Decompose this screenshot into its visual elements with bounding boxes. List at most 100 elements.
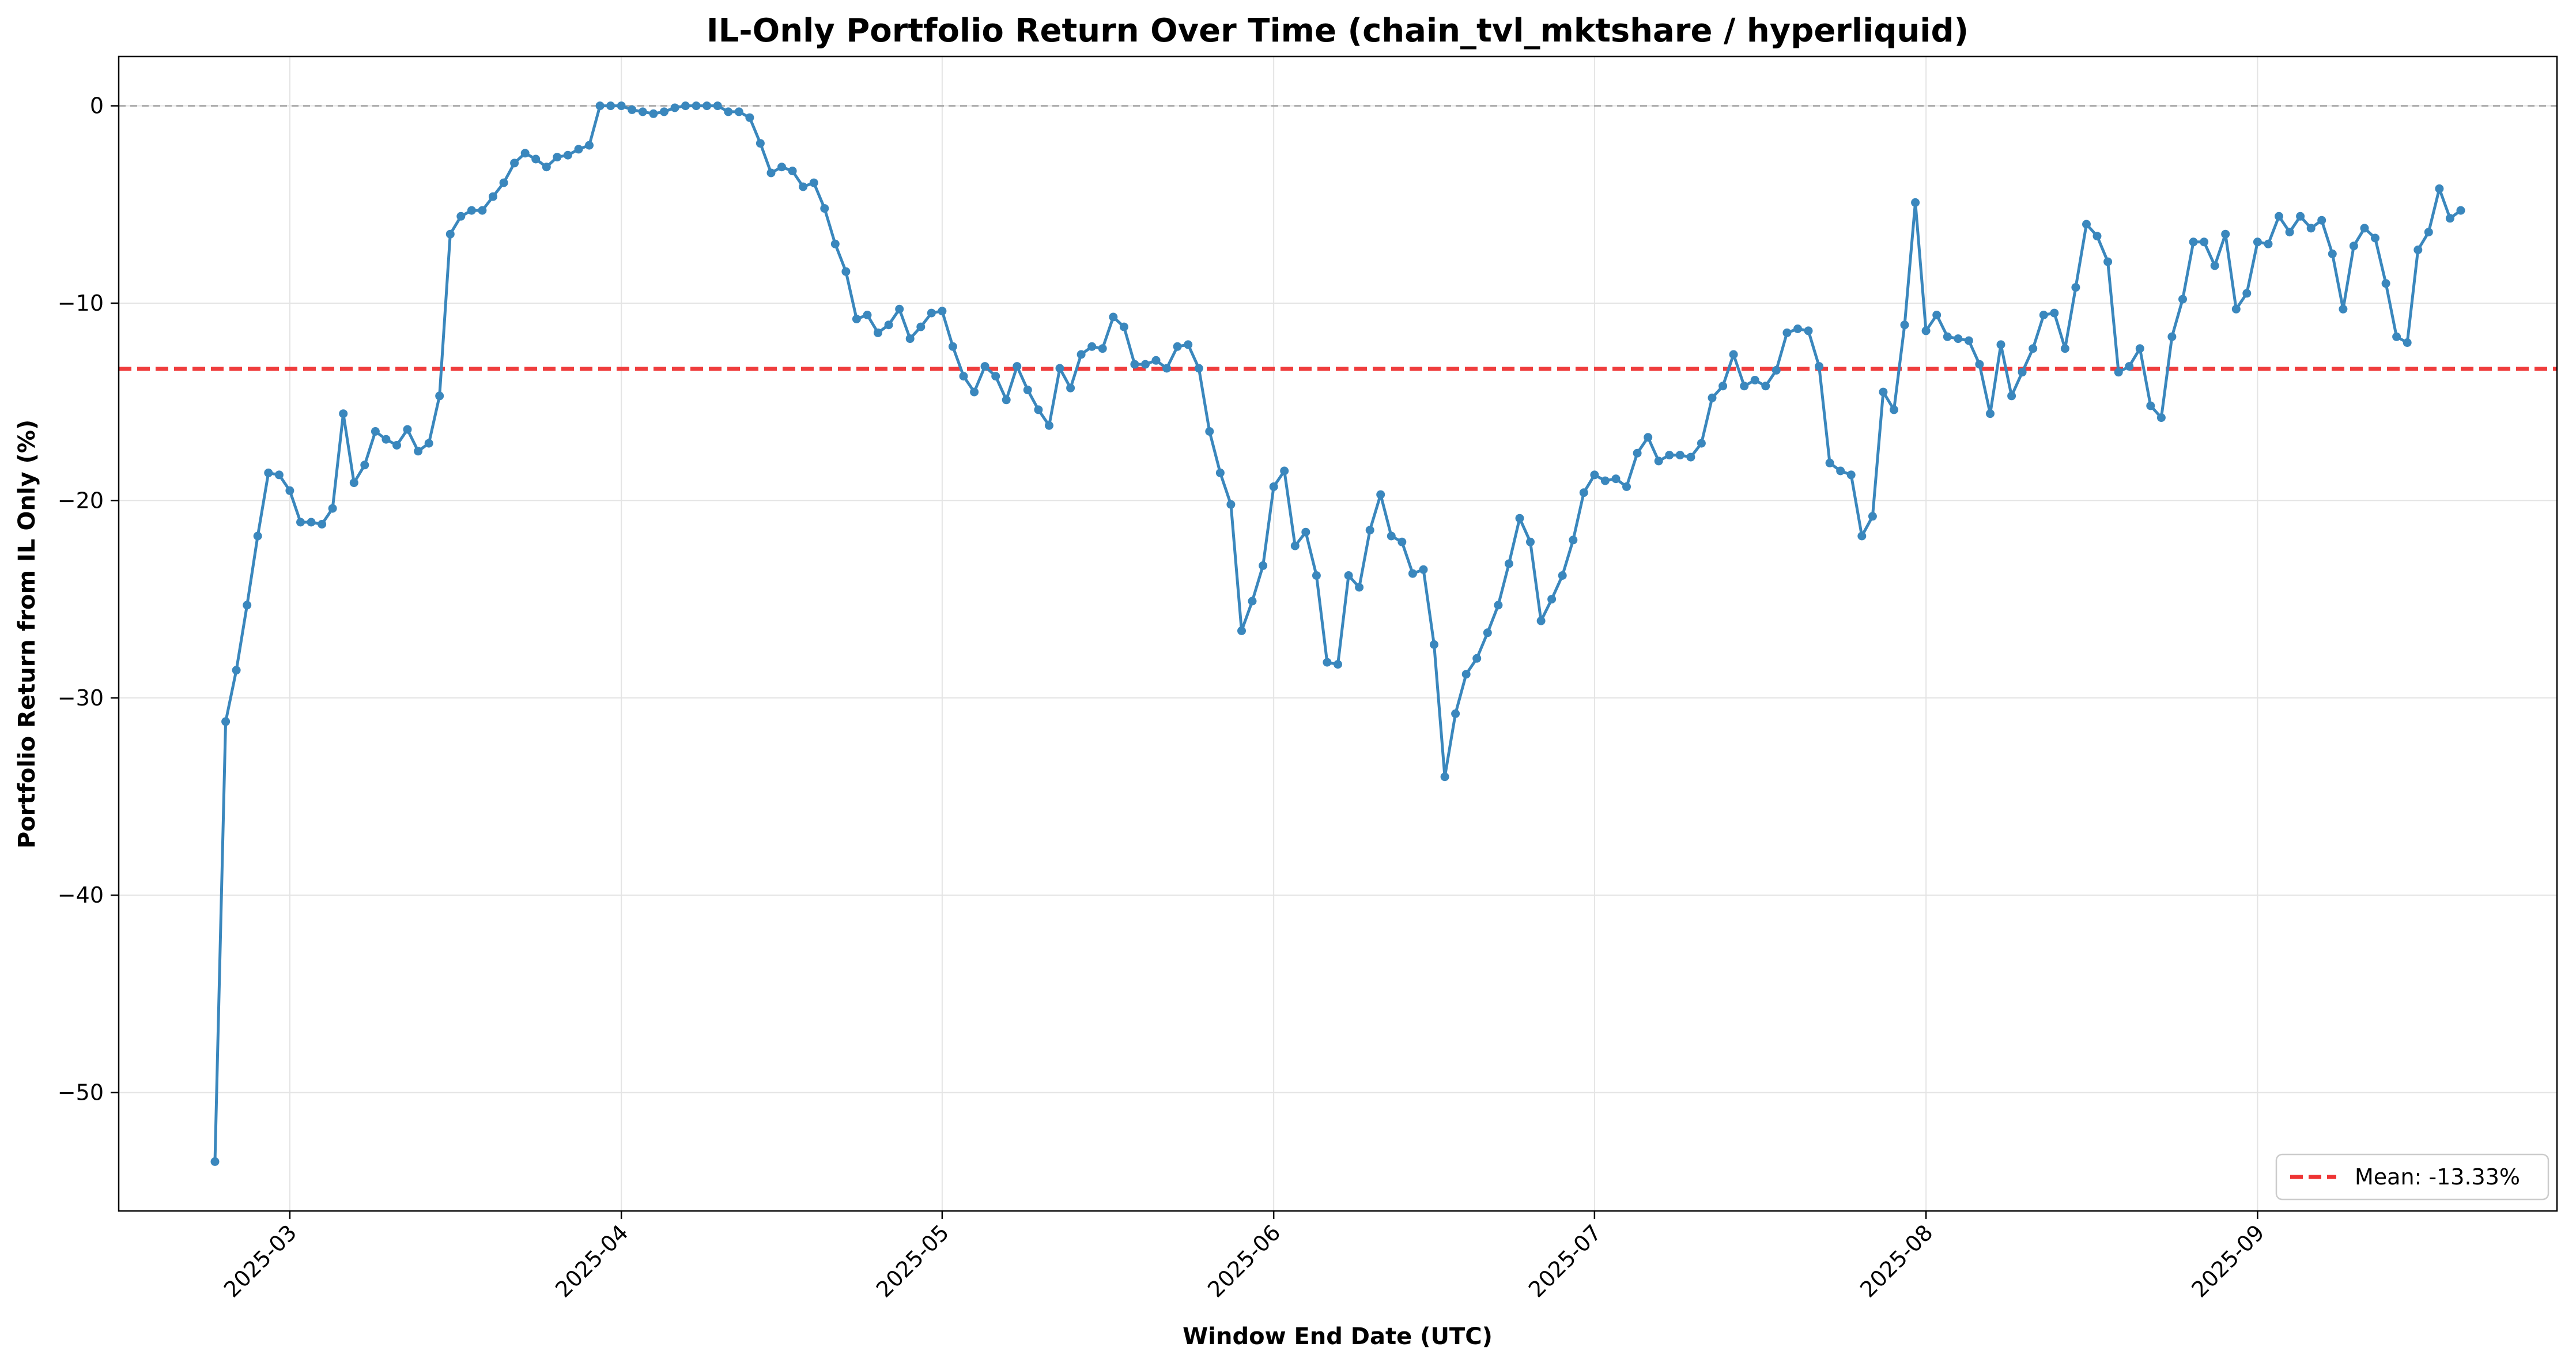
data-point: [1996, 340, 2005, 349]
data-point: [659, 107, 668, 116]
data-point: [499, 178, 508, 187]
data-point: [1675, 451, 1684, 460]
data-point: [628, 105, 637, 114]
data-point: [2114, 368, 2123, 377]
data-point: [1911, 198, 1920, 207]
data-point: [2103, 257, 2113, 266]
data-point: [2125, 362, 2134, 371]
data-point: [1173, 342, 1182, 351]
data-point: [1825, 458, 1834, 467]
data-point: [2456, 206, 2465, 215]
data-point: [1141, 360, 1150, 369]
data-point: [210, 1157, 220, 1166]
y-axis-ticks: 0 −10 −20 −30 −40 −50: [58, 93, 119, 1105]
data-point: [916, 322, 926, 331]
data-point: [1077, 350, 1086, 359]
data-point: [1494, 601, 1503, 610]
data-point: [1066, 383, 1075, 393]
data-point: [1804, 326, 1813, 335]
data-point: [638, 107, 647, 116]
data-point: [938, 307, 947, 316]
data-point: [1184, 340, 1193, 349]
data-point: [1900, 320, 1909, 330]
data-point: [2167, 332, 2177, 341]
data-point: [285, 486, 294, 495]
data-point: [360, 461, 369, 470]
data-point: [1365, 526, 1374, 535]
data-point: [820, 204, 829, 213]
data-point: [702, 101, 712, 111]
data-point: [318, 520, 327, 529]
data-point: [1890, 405, 1898, 414]
data-point: [1119, 322, 1128, 331]
data-point: [1376, 490, 1385, 499]
data-point: [2242, 289, 2252, 298]
data-point: [713, 101, 722, 111]
data-point: [980, 362, 989, 371]
data-point: [382, 435, 391, 444]
data-point: [1708, 393, 1717, 402]
data-point: [1023, 386, 1032, 395]
data-point: [2275, 212, 2283, 221]
data-point: [274, 470, 284, 480]
data-point: [1290, 541, 1300, 550]
data-point: [531, 154, 541, 164]
data-point: [2403, 338, 2412, 347]
data-point: [617, 101, 626, 111]
data-point: [1344, 571, 1353, 580]
data-point: [1226, 500, 1236, 509]
data-point: [991, 372, 1000, 381]
data-point: [2060, 344, 2069, 353]
data-point: [1857, 531, 1867, 541]
data-point: [1558, 571, 1567, 580]
data-point: [2328, 249, 2337, 258]
data-point: [243, 601, 252, 610]
data-point: [2029, 344, 2038, 353]
data-point: [2221, 229, 2230, 239]
data-point: [1205, 427, 1214, 436]
data-point: [1130, 360, 1139, 369]
data-point: [2200, 237, 2209, 247]
data-point: [2178, 295, 2187, 304]
data-point: [2349, 241, 2358, 251]
data-point: [1387, 531, 1396, 541]
data-point: [520, 149, 530, 158]
y-axis-label: Portfolio Return from IL Only (%): [14, 420, 40, 848]
data-point: [2413, 246, 2423, 254]
data-point: [1718, 382, 1728, 391]
data-point: [777, 163, 786, 172]
data-point: [232, 666, 241, 675]
data-point: [905, 334, 915, 344]
data-point: [1986, 409, 1995, 418]
data-point: [456, 212, 466, 221]
data-point: [1323, 658, 1332, 667]
data-point: [1472, 654, 1482, 663]
data-point: [1151, 356, 1161, 365]
data-point: [1248, 597, 1257, 606]
data-point: [1590, 470, 1599, 480]
data-point: [959, 372, 968, 381]
data-point: [1215, 468, 1225, 477]
legend: Mean: -13.33%: [2275, 1153, 2549, 1201]
data-point: [1782, 328, 1792, 337]
data-point: [2156, 413, 2166, 422]
data-point: [445, 229, 455, 239]
legend-mean-label: Mean: -13.33%: [2355, 1164, 2520, 1190]
data-point: [1547, 595, 1557, 604]
data-point: [1461, 670, 1471, 679]
data-point: [1419, 565, 1428, 574]
data-point: [1836, 466, 1845, 476]
data-point: [606, 101, 615, 111]
data-point: [1740, 382, 1749, 391]
data-point: [1579, 488, 1588, 497]
data-point: [2071, 283, 2080, 292]
data-point: [1504, 559, 1513, 568]
data-point: [884, 320, 893, 330]
data-point: [1644, 433, 1653, 442]
data-point: [863, 311, 872, 319]
data-point: [1815, 362, 1824, 371]
data-point: [2435, 184, 2444, 193]
data-point: [478, 206, 487, 215]
data-point: [1162, 364, 1172, 373]
data-point: [1932, 311, 1942, 319]
